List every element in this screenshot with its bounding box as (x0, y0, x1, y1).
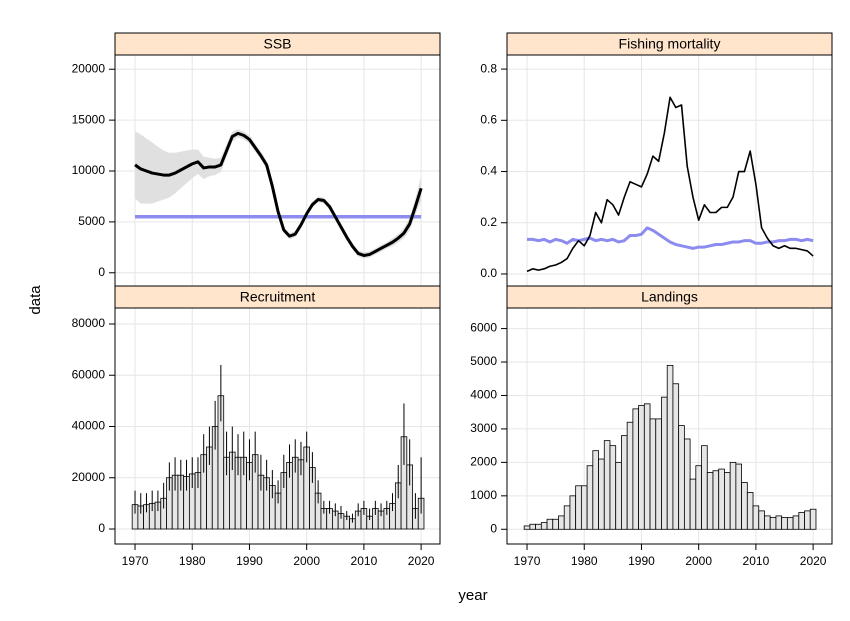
bar (540, 522, 548, 530)
bar (689, 478, 697, 530)
x-tick-label: 1970 (122, 554, 149, 568)
bar (809, 508, 817, 530)
bar (712, 470, 720, 530)
bar (678, 425, 685, 530)
x-tick-label: 1990 (236, 554, 263, 568)
x-tick-label: 1980 (179, 554, 206, 568)
panel-frame (114, 307, 441, 545)
bar (752, 505, 760, 530)
panel-frame (506, 54, 833, 287)
panel-title: Fishing mortality (619, 36, 721, 52)
x-tick-label: 2010 (351, 554, 378, 568)
bar (592, 450, 599, 530)
y-tick-label: 0.2 (480, 215, 497, 229)
series-line (526, 96, 814, 273)
bar (535, 523, 542, 530)
y-tick-label: 5000 (470, 354, 497, 368)
bar (643, 403, 651, 530)
bar (724, 472, 731, 530)
x-tick-label: 1970 (514, 554, 541, 568)
bar (701, 445, 708, 530)
bar (649, 418, 657, 530)
bar (683, 438, 691, 530)
y-tick-label: 4000 (470, 388, 497, 402)
bar (529, 523, 537, 530)
y-tick-label: 5000 (78, 214, 105, 228)
y-tick-label: 3000 (470, 421, 497, 435)
x-tick-label: 2020 (408, 554, 435, 568)
bar (792, 515, 800, 530)
x-tick-label: 2010 (743, 554, 770, 568)
bar (718, 468, 725, 530)
bar (729, 461, 737, 530)
y-tick-label: 2000 (470, 455, 497, 469)
bar (786, 517, 794, 530)
x-tick-label: 1980 (571, 554, 598, 568)
y-tick-label: 0 (490, 521, 497, 535)
y-tick-label: 20000 (72, 470, 106, 484)
bar (632, 408, 640, 530)
bar (804, 510, 811, 530)
bar (775, 515, 783, 530)
x-axis-title: year (458, 587, 487, 604)
bar (638, 405, 645, 530)
y-tick-label: 80000 (72, 316, 106, 330)
bar (655, 418, 662, 530)
y-tick-label: 20000 (72, 61, 106, 75)
bar (563, 505, 571, 530)
y-tick-label: 10000 (72, 163, 106, 177)
confidence-band (135, 129, 422, 259)
bar (569, 495, 577, 530)
y-tick-label: 6000 (470, 321, 497, 335)
bar (621, 435, 628, 530)
panel-frame (506, 307, 833, 545)
y-tick-label: 60000 (72, 367, 106, 381)
bar (580, 485, 588, 530)
bar (769, 517, 777, 530)
bar (558, 515, 565, 530)
bar (706, 472, 714, 530)
y-tick-label: 0.6 (480, 112, 497, 126)
x-tick-label: 2000 (685, 554, 712, 568)
y-tick-label: 1000 (470, 488, 497, 502)
y-tick-label: 15000 (72, 112, 106, 126)
panel-title: Landings (641, 289, 698, 305)
y-tick-label: 0.8 (480, 61, 497, 75)
bar (758, 510, 765, 530)
bar (672, 383, 680, 530)
bar (598, 458, 605, 530)
bar (586, 465, 594, 530)
panel-title: Recruitment (240, 289, 316, 305)
y-tick-label: 0.4 (480, 164, 497, 178)
x-tick-label: 2000 (293, 554, 320, 568)
bar (735, 463, 742, 530)
panel-title: SSB (263, 36, 291, 52)
bar (741, 482, 748, 530)
bar (764, 515, 771, 530)
bar (798, 512, 805, 530)
bar (615, 461, 622, 530)
series-line (527, 226, 814, 250)
bar (523, 525, 531, 530)
bar (695, 465, 702, 530)
bar (609, 445, 617, 530)
bar (746, 492, 754, 530)
y-tick-label: 0.0 (480, 266, 497, 280)
bar (546, 518, 554, 530)
bar (575, 485, 582, 530)
bar (603, 440, 611, 530)
bar (666, 364, 674, 530)
y-tick-label: 40000 (72, 419, 106, 433)
bar (626, 421, 634, 530)
bar (781, 517, 788, 530)
series-line (134, 131, 423, 257)
x-tick-label: 2020 (800, 554, 827, 568)
y-tick-label: 0 (98, 265, 105, 279)
y-tick-label: 0 (98, 521, 105, 535)
y-axis-title: data (27, 285, 44, 315)
x-tick-label: 1990 (628, 554, 655, 568)
bar (552, 518, 559, 530)
bar (661, 396, 668, 530)
